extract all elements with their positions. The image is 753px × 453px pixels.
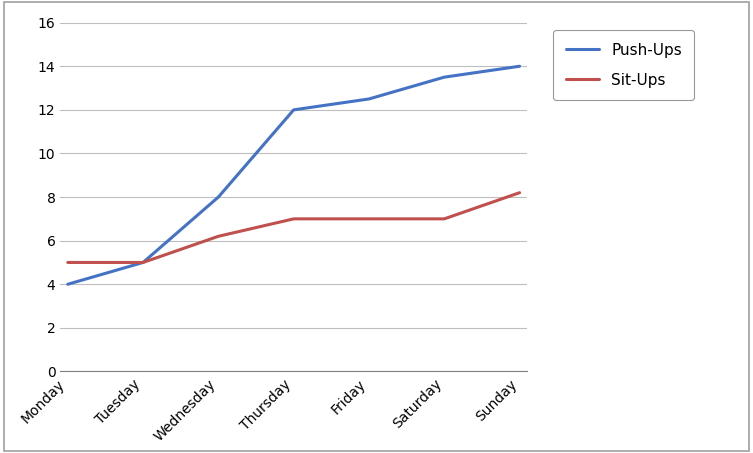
Legend: Push-Ups, Sit-Ups: Push-Ups, Sit-Ups	[553, 30, 694, 100]
